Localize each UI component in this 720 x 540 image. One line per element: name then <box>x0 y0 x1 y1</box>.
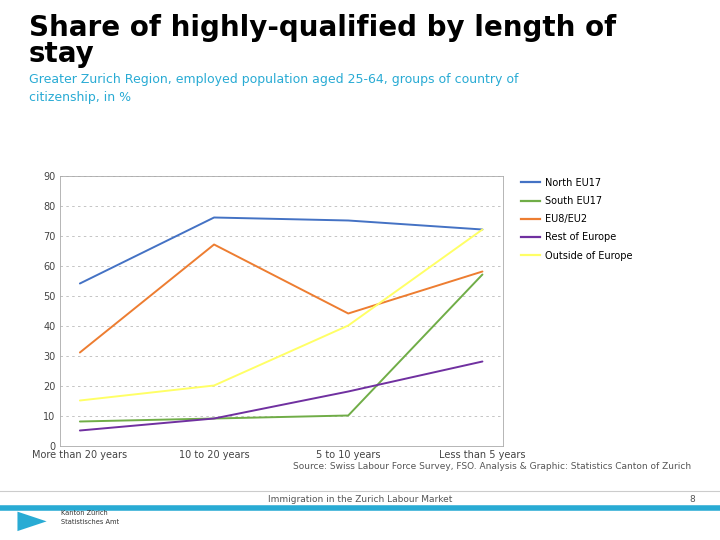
Text: Greater Zurich Region, employed population aged 25-64, groups of country of
citi: Greater Zurich Region, employed populati… <box>29 73 518 104</box>
Text: Share of highly-qualified by length of: Share of highly-qualified by length of <box>29 14 616 42</box>
Legend: North EU17, South EU17, EU8/EU2, Rest of Europe, Outside of Europe: North EU17, South EU17, EU8/EU2, Rest of… <box>521 178 632 261</box>
Text: stay: stay <box>29 40 94 69</box>
Text: Source: Swiss Labour Force Survey, FSO. Analysis & Graphic: Statistics Canton of: Source: Swiss Labour Force Survey, FSO. … <box>293 462 691 471</box>
Text: Immigration in the Zurich Labour Market: Immigration in the Zurich Labour Market <box>268 495 452 504</box>
Text: 8: 8 <box>689 495 695 504</box>
Text: Statistisches Amt: Statistisches Amt <box>61 519 120 525</box>
Text: Kanton Zürich: Kanton Zürich <box>61 510 108 516</box>
Polygon shape <box>17 512 47 531</box>
